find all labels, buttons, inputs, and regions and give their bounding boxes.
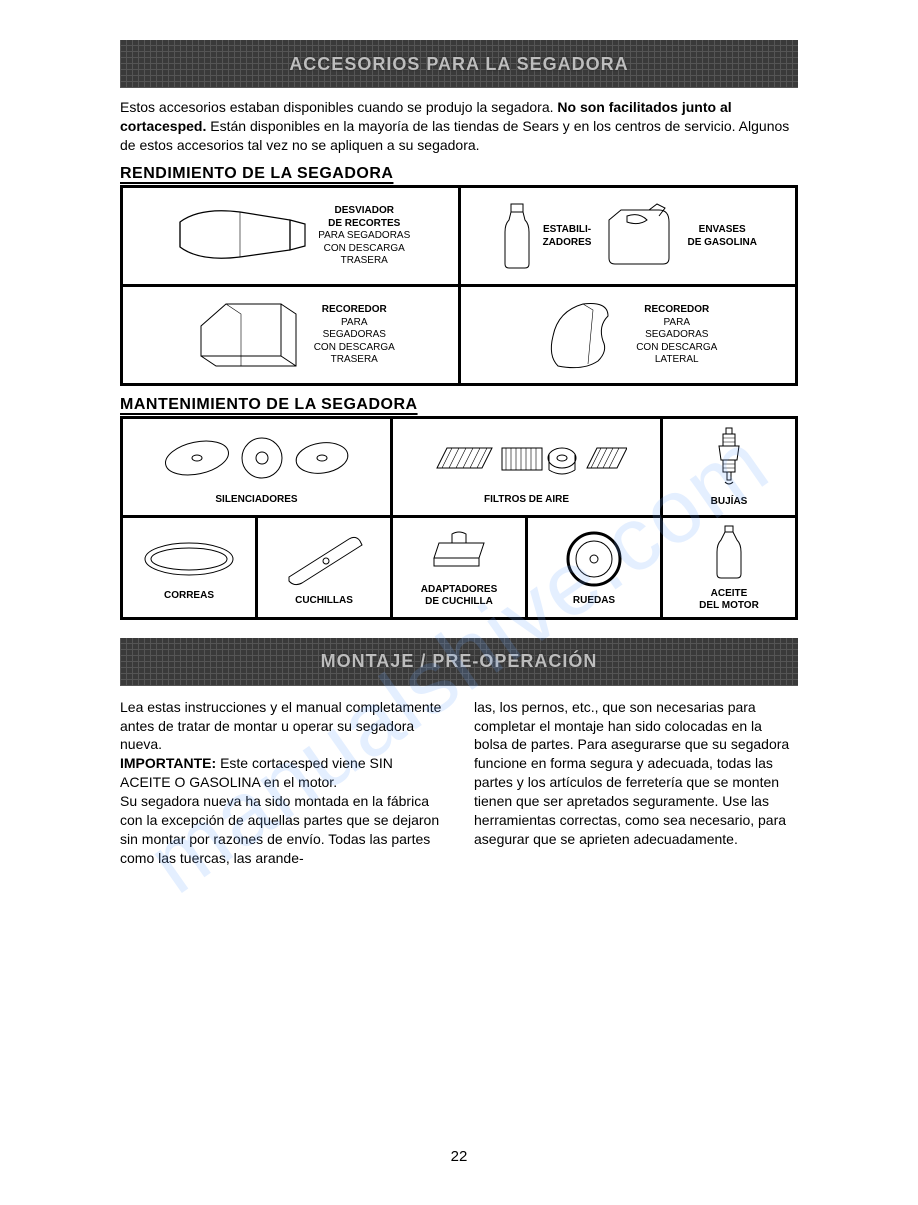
- deflector-l1: DESVIADOR: [318, 205, 410, 218]
- mufflers-icon: [157, 428, 357, 488]
- col-left: Lea estas instrucciones y el manual comp…: [120, 698, 444, 868]
- cell-adapters: ADAPTADORES DE CUCHILLA: [392, 516, 527, 618]
- bagrear-l1: RECOREDOR: [314, 304, 395, 317]
- oil-l1: ACEITE: [699, 588, 759, 601]
- plugs-label: BUJÍAS: [711, 496, 748, 509]
- page-number: 22: [120, 1148, 798, 1165]
- adapters-l1: ADAPTADORES: [421, 584, 497, 597]
- gas-l2: DE GASOLINA: [687, 237, 756, 250]
- deflector-l5: TRASERA: [318, 255, 410, 268]
- cell-mufflers: SILENCIADORES: [122, 417, 392, 516]
- filters-label: FILTROS DE AIRE: [484, 494, 569, 507]
- wheels-label: RUEDAS: [573, 595, 615, 608]
- left-p3: Su segadora nueva ha sido montada en la …: [120, 793, 439, 866]
- side-bag-icon: [538, 296, 628, 376]
- bagrear-l5: TRASERA: [314, 354, 395, 367]
- cell-filters: FILTROS DE AIRE: [392, 417, 662, 516]
- cell-bag-side: RECOREDOR PARA SEGADORAS CON DESCARGA LA…: [459, 285, 797, 384]
- bagside-l3: SEGADORAS: [636, 329, 717, 342]
- banner-assembly: MONTAJE / PRE-OPERACIÓN: [120, 638, 798, 686]
- cell-belts: CORREAS: [122, 516, 257, 618]
- cell-oil: ACEITE DEL MOTOR: [662, 516, 797, 618]
- mufflers-label: SILENCIADORES: [215, 494, 297, 507]
- stabilizer-bottle-icon: [499, 202, 535, 272]
- cell-plugs: BUJÍAS: [662, 417, 797, 516]
- stab-l1: ESTABILI-: [543, 224, 592, 237]
- section-performance-title: RENDIMIENTO DE LA SEGADORA: [120, 165, 798, 183]
- right-p1: las, los pernos, etc., que son necesaria…: [474, 699, 789, 847]
- bagside-l4: CON DESCARGA: [636, 342, 717, 355]
- bagrear-l4: CON DESCARGA: [314, 342, 395, 355]
- bagside-l5: LATERAL: [636, 354, 717, 367]
- left-important: IMPORTANTE:: [120, 755, 216, 771]
- filters-icon: [427, 428, 627, 488]
- adapters-l2: DE CUCHILLA: [421, 596, 497, 609]
- banner-accessories: ACCESORIOS PARA LA SEGADORA: [120, 40, 798, 88]
- cell-stabilizer-gascan: ESTABILI- ZADORES ENVASES DE GASOLINA: [459, 186, 797, 285]
- gas-can-icon: [599, 202, 679, 272]
- gas-l1: ENVASES: [687, 224, 756, 237]
- left-p1: Lea estas instrucciones y el manual comp…: [120, 699, 441, 753]
- maintenance-table: SILENCIADORES: [120, 416, 798, 620]
- stab-l2: ZADORES: [543, 237, 592, 250]
- wheel-icon: [559, 529, 629, 589]
- body-columns: Lea estas instrucciones y el manual comp…: [120, 698, 798, 868]
- deflector-l2: DE RECORTES: [318, 218, 410, 231]
- adapter-icon: [424, 528, 494, 578]
- oil-l2: DEL MOTOR: [699, 600, 759, 613]
- page: manualshive.com ACCESORIOS PARA LA SEGAD…: [0, 0, 918, 1205]
- bagside-l2: PARA: [636, 317, 717, 330]
- rear-bag-icon: [186, 296, 306, 376]
- performance-table: DESVIADOR DE RECORTES PARA SEGADORAS CON…: [120, 185, 798, 386]
- bagside-l1: RECOREDOR: [636, 304, 717, 317]
- intro-text-2: Están disponibles en la mayoría de las t…: [120, 118, 789, 153]
- deflector-icon: [170, 202, 310, 272]
- col-right: las, los pernos, etc., que son necesaria…: [474, 698, 798, 868]
- blade-icon: [274, 529, 374, 589]
- bagrear-l3: SEGADORAS: [314, 329, 395, 342]
- belts-label: CORREAS: [164, 590, 214, 603]
- blades-label: CUCHILLAS: [295, 595, 353, 608]
- sparkplug-icon: [709, 426, 749, 490]
- deflector-l4: CON DESCARGA: [318, 243, 410, 256]
- cell-deflector: DESVIADOR DE RECORTES PARA SEGADORAS CON…: [122, 186, 460, 285]
- belt-icon: [139, 534, 239, 584]
- deflector-l3: PARA SEGADORAS: [318, 230, 410, 243]
- cell-wheels: RUEDAS: [527, 516, 662, 618]
- bagrear-l2: PARA: [314, 317, 395, 330]
- cell-bag-rear: RECOREDOR PARA SEGADORAS CON DESCARGA TR…: [122, 285, 460, 384]
- section-maintenance-title: MANTENIMIENTO DE LA SEGADORA: [120, 396, 798, 414]
- intro-paragraph: Estos accesorios estaban disponibles cua…: [120, 98, 798, 155]
- oil-bottle-icon: [711, 524, 747, 582]
- intro-text-1: Estos accesorios estaban disponibles cua…: [120, 99, 557, 115]
- cell-blades: CUCHILLAS: [257, 516, 392, 618]
